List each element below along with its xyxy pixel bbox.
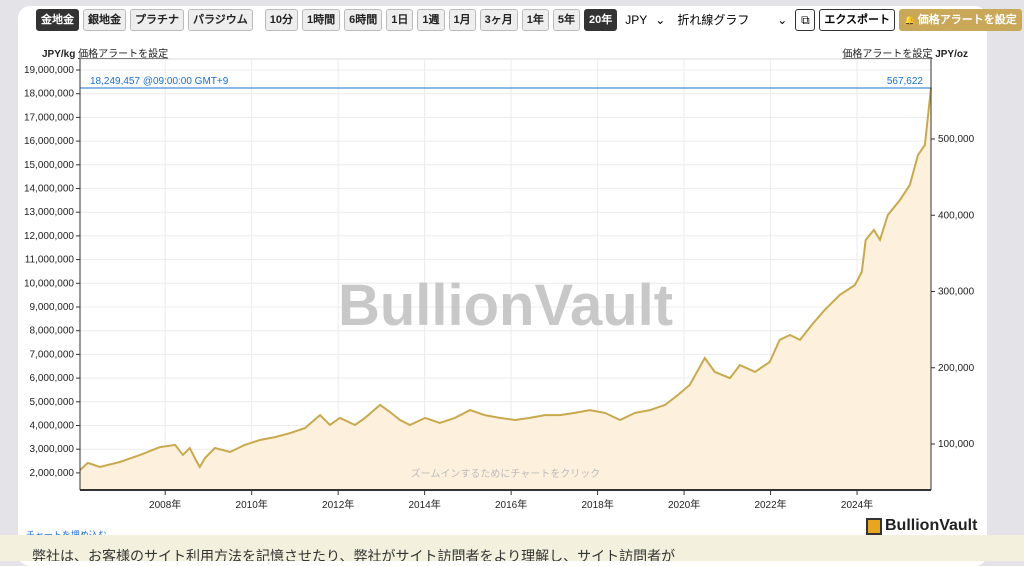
y2-tick-label: 200,000 [938, 363, 975, 374]
watermark: BullionVault [338, 273, 673, 338]
x-tick-label: 2024年 [841, 498, 873, 511]
y2-tick-label: 400,000 [938, 210, 975, 221]
y2-tick-label: 500,000 [938, 134, 975, 145]
y-tick-label: 15,000,000 [24, 160, 74, 171]
y-tick-label: 18,000,000 [24, 89, 74, 100]
y-tick-label: 12,000,000 [24, 231, 74, 242]
y-tick-label: 5,000,000 [30, 397, 75, 408]
y-tick-label: 7,000,000 [30, 349, 75, 360]
y-tick-label: 6,000,000 [30, 373, 75, 384]
cookie-text: 弊社は、お客様のサイト利用方法を記憶させたり、弊社がサイト訪問者をより理解し、サ… [32, 548, 675, 561]
y2-tick-label: 300,000 [938, 287, 975, 298]
x-tick-label: 2012年 [322, 498, 354, 511]
y-tick-label: 11,000,000 [25, 255, 75, 266]
cookie-banner: 弊社は、お客様のサイト利用方法を記憶させたり、弊社がサイト訪問者をより理解し、サ… [0, 535, 1024, 561]
logo-box-icon [866, 518, 882, 535]
bullionvault-logo: BullionVault [866, 517, 977, 535]
x-tick-label: 2008年 [149, 498, 181, 511]
y-tick-label: 3,000,000 [30, 444, 75, 455]
x-tick-label: 2014年 [409, 498, 441, 511]
x-tick-label: 2010年 [236, 498, 268, 511]
y-tick-label: 19,000,000 [24, 65, 74, 76]
current-price-label: 18,249,457 @09:00:00 GMT+9 [90, 76, 229, 87]
y-tick-label: 14,000,000 [24, 184, 74, 195]
zoom-hint: ズームインするためにチャートをクリック [411, 467, 601, 480]
current-price-oz: 567,622 [887, 76, 924, 87]
x-tick-label: 2022年 [754, 498, 786, 511]
logo-text: BullionVault [885, 517, 977, 535]
y-tick-label: 9,000,000 [30, 302, 75, 313]
x-tick-label: 2018年 [581, 498, 613, 511]
y-tick-label: 13,000,000 [24, 207, 74, 218]
y2-tick-label: 100,000 [938, 439, 975, 450]
y-tick-label: 8,000,000 [30, 326, 75, 337]
y-tick-label: 17,000,000 [24, 112, 74, 123]
x-tick-label: 2020年 [668, 498, 700, 511]
x-tick-label: 2016年 [495, 498, 527, 511]
y-tick-label: 4,000,000 [30, 421, 75, 432]
y-tick-label: 2,000,000 [30, 468, 75, 479]
y-tick-label: 16,000,000 [24, 136, 74, 147]
y-tick-label: 10,000,000 [24, 278, 74, 289]
